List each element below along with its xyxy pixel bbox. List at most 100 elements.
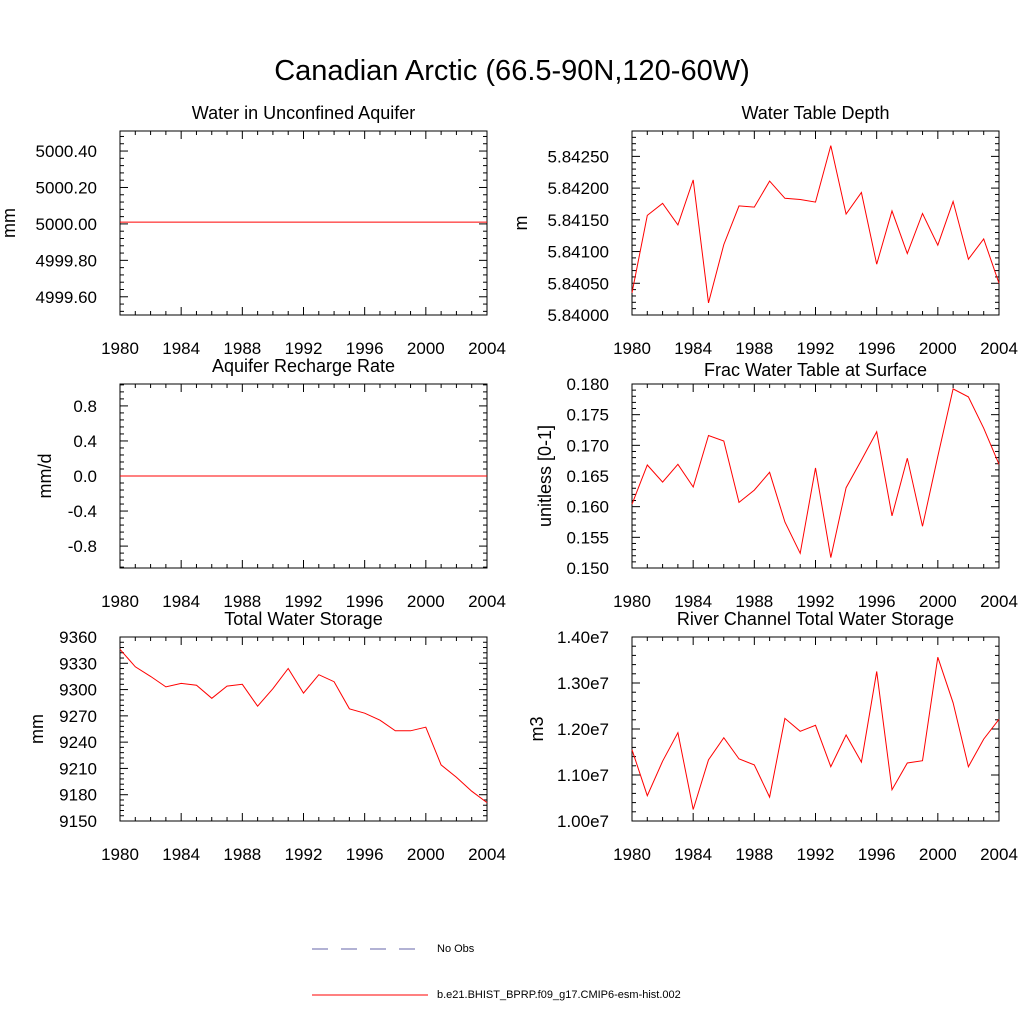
panel-3-xtick-label: 1984 bbox=[162, 592, 200, 611]
panel-2-ytick-label: 5.84100 bbox=[548, 243, 609, 262]
panel-6-frame bbox=[631, 636, 1000, 822]
panel-4-xtick-label: 1988 bbox=[735, 592, 773, 611]
panel-3-xtick-label: 1980 bbox=[101, 592, 139, 611]
panel-4-ytick-label: 0.180 bbox=[566, 375, 609, 394]
panel-1-xtick-label: 1980 bbox=[101, 339, 139, 358]
panel-3-ytick-label: -0.8 bbox=[68, 537, 97, 556]
figure-title: Canadian Arctic (66.5-90N,120-60W) bbox=[274, 55, 750, 87]
panel-6-xtick-label: 1992 bbox=[797, 845, 835, 864]
panel-5-xtick-label: 1988 bbox=[223, 845, 261, 864]
panel-3-title: Aquifer Recharge Rate bbox=[212, 356, 395, 376]
panel-1-xtick-label: 2004 bbox=[468, 339, 506, 358]
panel-1-ytick-label: 5000.00 bbox=[36, 215, 97, 234]
panel-2-xtick-label: 1988 bbox=[735, 339, 773, 358]
panel-2-ytick-label: 5.84200 bbox=[548, 179, 609, 198]
panel-4-xtick-label: 2000 bbox=[919, 592, 957, 611]
panel-5-xtick-label: 1992 bbox=[285, 845, 323, 864]
panel-2-ytick-label: 5.84000 bbox=[548, 306, 609, 325]
panel-5-ytick-label: 9210 bbox=[59, 759, 97, 778]
panel-1-xtick-label: 1984 bbox=[162, 339, 200, 358]
panel-5-xtick-label: 1996 bbox=[346, 845, 384, 864]
panel-5-xtick-label: 1980 bbox=[101, 845, 139, 864]
panel-6-ylabel: m3 bbox=[527, 716, 547, 741]
panel-2-ytick-label: 5.84250 bbox=[548, 147, 609, 166]
panel-3-ytick-label: -0.4 bbox=[68, 502, 97, 521]
panel-6-ytick-label: 1.10e7 bbox=[557, 766, 609, 785]
panel-5-ytick-label: 9270 bbox=[59, 707, 97, 726]
panel-2-ylabel: m bbox=[511, 216, 531, 231]
panel-6-xtick-label: 2004 bbox=[980, 845, 1018, 864]
panel-6-ytick-label: 1.00e7 bbox=[557, 812, 609, 831]
panel-4-series-line bbox=[631, 388, 1000, 558]
panel-4-ytick-label: 0.160 bbox=[566, 498, 609, 517]
panel-2-xtick-label: 1984 bbox=[674, 339, 712, 358]
panel-3-ylabel: mm/d bbox=[35, 454, 55, 499]
panel-6-title: River Channel Total Water Storage bbox=[677, 609, 954, 629]
panel-2-series-line bbox=[631, 145, 1000, 304]
panel-3-xtick-label: 2000 bbox=[407, 592, 445, 611]
panel-1-ytick-label: 5000.40 bbox=[36, 142, 97, 161]
panel-1-xtick-label: 1992 bbox=[285, 339, 323, 358]
panel-5-xtick-label: 2004 bbox=[468, 845, 506, 864]
panel-4-title: Frac Water Table at Surface bbox=[704, 360, 927, 380]
panel-5-title: Total Water Storage bbox=[224, 609, 382, 629]
panel-6-ytick-label: 1.40e7 bbox=[557, 628, 609, 647]
panel-2-xtick-label: 2004 bbox=[980, 339, 1018, 358]
panel-3-xtick-label: 2004 bbox=[468, 592, 506, 611]
panel-6-xtick-label: 1984 bbox=[674, 845, 712, 864]
panel-6-series-line bbox=[631, 657, 1000, 810]
panel-3-ytick-label: 0.8 bbox=[73, 397, 97, 416]
panel-3-xtick-label: 1988 bbox=[223, 592, 261, 611]
panel-3-xtick-label: 1996 bbox=[346, 592, 384, 611]
panel-4-ytick-label: 0.150 bbox=[566, 559, 609, 578]
panel-1-xtick-label: 2000 bbox=[407, 339, 445, 358]
panel-2-xtick-label: 1996 bbox=[858, 339, 896, 358]
panel-1-ylabel: mm bbox=[0, 208, 19, 238]
legend-label-model-run: b.e21.BHIST_BPRP.f09_g17.CMIP6-esm-hist.… bbox=[437, 989, 681, 1001]
panel-6-ytick-label: 1.20e7 bbox=[557, 720, 609, 739]
panel-4-ytick-label: 0.155 bbox=[566, 528, 609, 547]
panel-5-xtick-label: 1984 bbox=[162, 845, 200, 864]
panel-4-xtick-label: 2004 bbox=[980, 592, 1018, 611]
panel-6-xtick-label: 1996 bbox=[858, 845, 896, 864]
panel-5-ytick-label: 9150 bbox=[59, 812, 97, 831]
panel-1-xtick-label: 1996 bbox=[346, 339, 384, 358]
panel-4-ytick-label: 0.170 bbox=[566, 436, 609, 455]
panel-5-ytick-label: 9300 bbox=[59, 681, 97, 700]
panel-1-ytick-label: 5000.20 bbox=[36, 178, 97, 197]
panel-5-ylabel: mm bbox=[27, 714, 47, 744]
panel-2-frame bbox=[631, 130, 1000, 316]
panel-1-xtick-label: 1988 bbox=[223, 339, 261, 358]
panel-3-ytick-label: 0.0 bbox=[73, 467, 97, 486]
panel-2-xtick-label: 1992 bbox=[797, 339, 835, 358]
panel-2-xtick-label: 2000 bbox=[919, 339, 957, 358]
panel-5-ytick-label: 9330 bbox=[59, 654, 97, 673]
panel-4-ytick-label: 0.175 bbox=[566, 406, 609, 425]
panel-3-xtick-label: 1992 bbox=[285, 592, 323, 611]
panel-2-title: Water Table Depth bbox=[741, 103, 889, 123]
panel-5-ytick-label: 9240 bbox=[59, 733, 97, 752]
panel-2-ytick-label: 5.84050 bbox=[548, 274, 609, 293]
panel-1-ytick-label: 4999.80 bbox=[36, 251, 97, 270]
panel-4-ylabel: unitless [0-1] bbox=[535, 425, 555, 527]
panel-6-xtick-label: 1988 bbox=[735, 845, 773, 864]
panel-2-ytick-label: 5.84150 bbox=[548, 211, 609, 230]
panel-5-frame bbox=[119, 636, 488, 822]
panel-1-title: Water in Unconfined Aquifer bbox=[192, 103, 415, 123]
panel-4-xtick-label: 1980 bbox=[613, 592, 651, 611]
panel-4-ytick-label: 0.165 bbox=[566, 467, 609, 486]
panel-2-xtick-label: 1980 bbox=[613, 339, 651, 358]
panel-5-ytick-label: 9360 bbox=[59, 628, 97, 647]
panel-6-xtick-label: 1980 bbox=[613, 845, 651, 864]
panel-3-ytick-label: 0.4 bbox=[73, 432, 97, 451]
panel-5-ytick-label: 9180 bbox=[59, 786, 97, 805]
panel-4-frame bbox=[631, 383, 1000, 569]
panel-5-series-line bbox=[119, 648, 488, 804]
legend-label-no-obs: No Obs bbox=[437, 943, 475, 955]
panel-6-xtick-label: 2000 bbox=[919, 845, 957, 864]
panel-4-xtick-label: 1996 bbox=[858, 592, 896, 611]
panel-4-xtick-label: 1992 bbox=[797, 592, 835, 611]
panel-6-ytick-label: 1.30e7 bbox=[557, 674, 609, 693]
panel-4-xtick-label: 1984 bbox=[674, 592, 712, 611]
